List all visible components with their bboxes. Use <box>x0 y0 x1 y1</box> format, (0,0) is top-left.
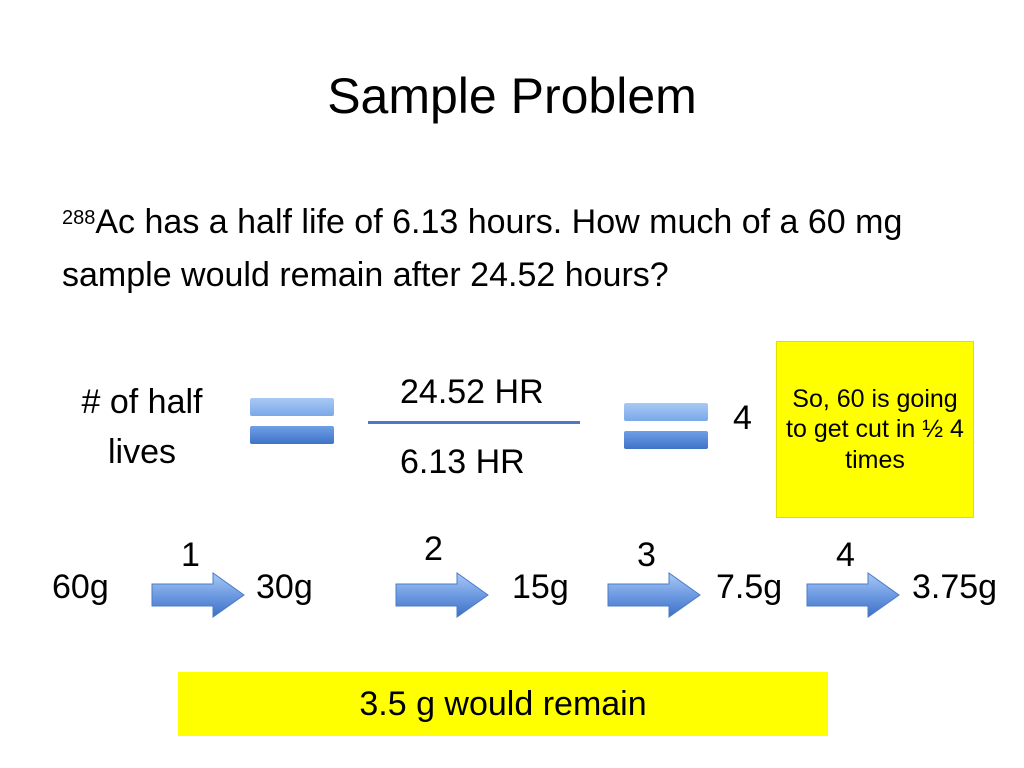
right-arrow-icon <box>151 572 245 618</box>
amount-4: 3.75g <box>912 568 998 606</box>
slide-title: Sample Problem <box>327 68 697 124</box>
half-lives-label: # of half lives <box>81 383 203 471</box>
isotope-mass-number: 288 <box>62 207 96 229</box>
amount-1: 30g <box>256 568 313 606</box>
fraction-numerator: 24.52 HR <box>400 373 544 411</box>
callout-note: So, 60 is going to get cut in ½ 4 times <box>777 342 973 517</box>
equals-sign-icon <box>624 403 708 449</box>
step-number-4: 4 <box>836 536 855 574</box>
amount-0: 60g <box>52 568 109 606</box>
step-number-3: 3 <box>637 536 656 574</box>
problem-text: Ac has a half life of 6.13 hours. How mu… <box>62 203 903 294</box>
amount-3: 7.5g <box>716 568 783 606</box>
fraction-bar <box>368 421 580 424</box>
right-arrow-icon <box>607 572 701 618</box>
amount-2: 15g <box>512 568 569 606</box>
step-number-2: 2 <box>424 530 443 568</box>
equation-result: 4 <box>733 399 752 437</box>
step-number-1: 1 <box>181 536 200 574</box>
answer-box: 3.5 g would remain <box>178 672 828 736</box>
problem-statement: 288Ac has a half life of 6.13 hours. How… <box>62 196 962 302</box>
right-arrow-icon <box>395 572 489 618</box>
fraction-denominator: 6.13 HR <box>400 443 525 481</box>
equals-sign-icon <box>250 398 334 444</box>
right-arrow-icon <box>806 572 900 618</box>
callout-text: So, 60 is going to get cut in ½ 4 times <box>786 384 964 474</box>
answer-text: 3.5 g would remain <box>359 685 647 723</box>
